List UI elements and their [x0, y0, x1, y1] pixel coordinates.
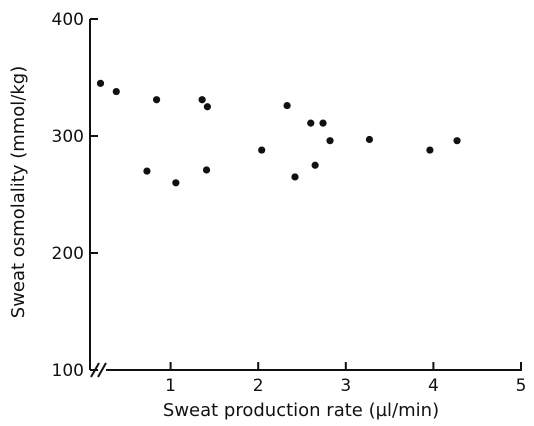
data-points: [96, 79, 461, 187]
x-tick-label: 3: [340, 376, 351, 396]
data-point: [112, 87, 120, 96]
data-point: [96, 79, 105, 87]
x-tick-label: 2: [253, 376, 264, 396]
data-point: [291, 173, 299, 181]
data-point: [283, 101, 291, 110]
y-tick-label: 100: [52, 361, 84, 381]
y-tick-label: 200: [52, 244, 84, 264]
chart-axes: [89, 19, 522, 378]
x-tick-label: 5: [516, 376, 527, 396]
data-point: [172, 179, 180, 187]
y-tick-label: 400: [52, 10, 84, 30]
data-point: [198, 96, 206, 104]
data-point: [311, 161, 319, 169]
x-tick-label: 4: [428, 376, 439, 396]
data-point: [152, 96, 161, 104]
data-point: [258, 146, 266, 154]
data-point: [365, 135, 374, 144]
data-point: [202, 166, 211, 174]
y-ticks: 100 200 300 400: [52, 10, 98, 381]
data-point: [203, 103, 211, 111]
x-axis-label: Sweat production rate (µl/min): [163, 400, 439, 421]
data-point: [307, 119, 315, 127]
data-point: [143, 167, 151, 175]
y-axis-label: Sweat osmolality (mmol/kg): [8, 66, 29, 318]
data-point: [453, 137, 461, 145]
y-tick-label: 300: [52, 127, 84, 147]
data-point: [326, 137, 334, 145]
data-point: [426, 146, 434, 154]
x-ticks: 1 2 3 4 5: [165, 362, 526, 396]
data-point: [319, 119, 327, 127]
x-tick-label: 1: [165, 376, 176, 396]
